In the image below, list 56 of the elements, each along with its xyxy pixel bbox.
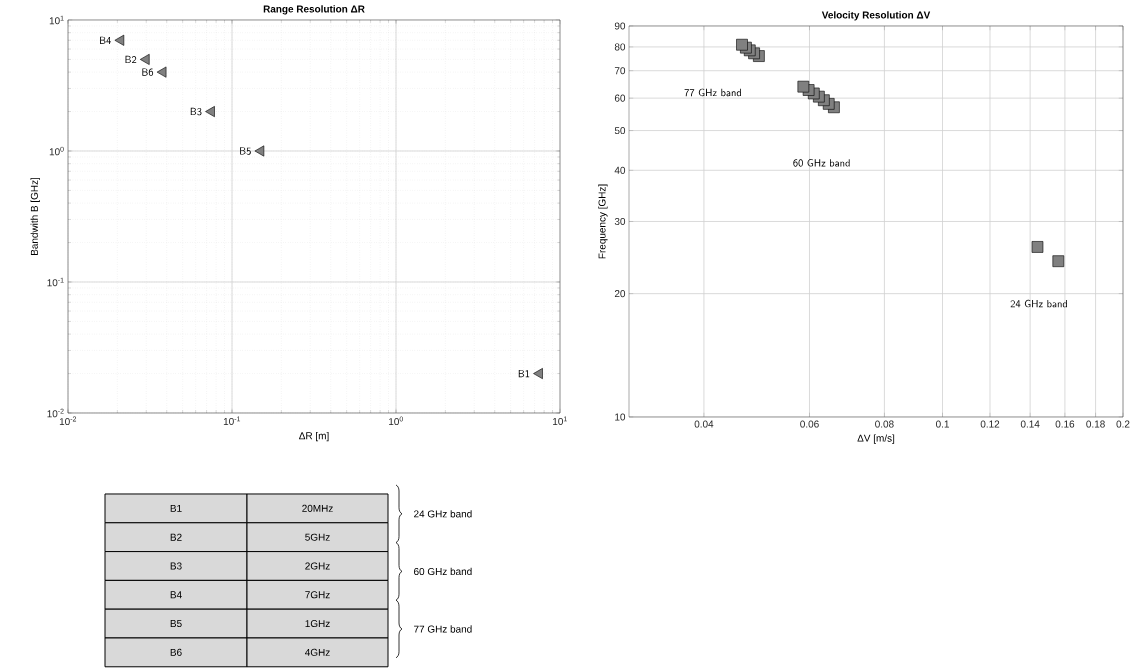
y-tick-label: 20 <box>614 290 626 298</box>
text: 4GHz <box>305 648 330 656</box>
text: 24 GHz band <box>414 510 472 518</box>
x-tick-label: 10$^{0}$ <box>389 416 403 426</box>
y-tick-label: 10$^{0}$ <box>49 146 64 156</box>
y-axis-title: Frequency [GHz] <box>598 184 608 259</box>
text: B4 <box>170 591 182 599</box>
annotation: B6 <box>142 68 154 76</box>
annotation: 24 GHz band <box>1010 299 1067 308</box>
chart-title: Range Resolution ΔR <box>263 5 365 15</box>
x-axis-title: ΔV [m/s] <box>857 434 895 444</box>
y-tick-label: 10$^{1}$ <box>49 15 64 25</box>
y-tick-label: 30 <box>614 217 626 225</box>
text: B2 <box>170 533 182 541</box>
text: 7GHz <box>305 591 330 599</box>
text: 20MHz <box>302 504 333 512</box>
y-axis-title: Bandwith B [GHz] <box>30 177 40 255</box>
annotation: B4 <box>100 36 112 44</box>
annotation: B5 <box>240 147 251 155</box>
chart-title: Velocity Resolution ΔV <box>821 11 931 21</box>
x-tick-label: 10$^{1}$ <box>553 416 567 426</box>
y-tick-label: 70 <box>614 67 626 75</box>
y-tick-label: 90 <box>614 22 626 30</box>
annotation: 77 GHz band <box>684 88 741 97</box>
annotation: B2 <box>125 55 137 64</box>
y-tick-label: 40 <box>614 166 626 174</box>
text: B5 <box>170 620 182 628</box>
x-tick-label: 10$^{-1}$ <box>223 416 241 426</box>
text: B3 <box>170 562 182 570</box>
y-tick-label: 10 <box>615 413 626 421</box>
x-tick-label: 0.2 <box>1116 420 1130 428</box>
x-tick-label: 0.12 <box>980 420 1000 428</box>
y-tick-label: 10$^{-1}$ <box>47 277 64 287</box>
x-axis-title: ΔR [m] <box>299 431 329 442</box>
annotation: B3 <box>190 107 202 116</box>
text: 2GHz <box>305 562 330 570</box>
x-tick-label: 0.16 <box>1055 420 1075 428</box>
annotation: B1 <box>518 369 530 378</box>
text: 5GHz <box>305 533 330 541</box>
text: B1 <box>170 504 182 512</box>
annotation: 60 GHz band <box>793 159 850 167</box>
text: B6 <box>170 648 182 656</box>
text: 60 GHz band <box>414 567 472 576</box>
y-tick-label: 10$^{-2}$ <box>47 408 64 418</box>
x-tick-label: 0.1 <box>935 420 949 428</box>
y-tick-label: 50 <box>614 127 626 135</box>
x-tick-label: 0.08 <box>875 420 894 428</box>
x-tick-label: 0.14 <box>1020 420 1040 428</box>
y-tick-label: 60 <box>614 94 626 102</box>
x-tick-label: 0.04 <box>694 420 714 428</box>
x-tick-label: 0.06 <box>800 420 819 428</box>
text: 1GHz <box>305 620 330 628</box>
x-tick-label: 10$^{-2}$ <box>59 416 77 426</box>
text: 77 GHz band <box>414 625 472 633</box>
y-tick-label: 80 <box>614 43 626 51</box>
x-tick-label: 0.18 <box>1086 420 1105 428</box>
